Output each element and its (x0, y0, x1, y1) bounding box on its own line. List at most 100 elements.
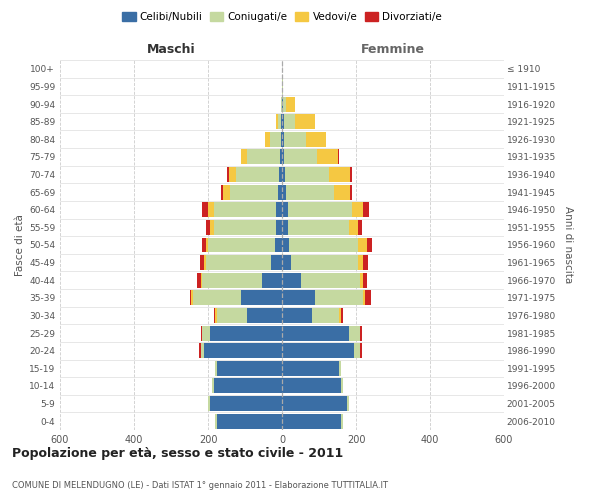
Bar (208, 202, 214, 218)
Bar (364, 202, 369, 218)
Bar (282, 79, 283, 94)
Bar (341, 308, 343, 323)
Bar (358, 238, 367, 252)
Bar (352, 202, 364, 218)
Bar (277, 220, 282, 235)
Bar (210, 220, 214, 235)
Bar (341, 378, 343, 394)
Bar (287, 202, 352, 218)
Bar (265, 132, 270, 147)
Bar (286, 96, 295, 112)
Bar (289, 238, 358, 252)
Bar (241, 290, 282, 306)
Bar (217, 308, 247, 323)
Bar (200, 343, 204, 358)
Bar (221, 184, 223, 200)
Bar (202, 273, 262, 287)
Bar (200, 255, 204, 270)
Bar (282, 150, 284, 164)
Bar (301, 273, 360, 287)
Bar (278, 114, 281, 129)
Bar (191, 290, 193, 306)
Bar (329, 167, 350, 182)
Bar (282, 255, 291, 270)
Bar (217, 414, 282, 428)
Bar (270, 132, 281, 147)
Bar (284, 132, 306, 147)
Bar (279, 167, 282, 182)
Bar (306, 132, 326, 147)
Y-axis label: Anni di nascita: Anni di nascita (563, 206, 572, 284)
Bar (204, 343, 282, 358)
Bar (281, 96, 282, 112)
Bar (282, 290, 316, 306)
Bar (236, 167, 279, 182)
Bar (291, 255, 358, 270)
Bar (206, 255, 271, 270)
Bar (347, 396, 349, 411)
Bar (282, 220, 287, 235)
Bar (282, 167, 285, 182)
Bar (275, 238, 282, 252)
Bar (280, 150, 282, 164)
Bar (317, 150, 337, 164)
Bar (204, 255, 206, 270)
Bar (282, 414, 341, 428)
Bar (215, 414, 217, 428)
Bar (358, 255, 364, 270)
Bar (337, 150, 340, 164)
Bar (199, 343, 200, 358)
Bar (247, 308, 282, 323)
Bar (262, 273, 282, 287)
Bar (286, 184, 334, 200)
Bar (284, 150, 317, 164)
Bar (202, 238, 206, 252)
Bar (227, 167, 229, 182)
Bar (210, 396, 282, 411)
Bar (200, 326, 202, 340)
Bar (282, 202, 287, 218)
Bar (282, 238, 289, 252)
Bar (217, 361, 282, 376)
Bar (215, 308, 217, 323)
Bar (281, 114, 282, 129)
Bar (214, 308, 215, 323)
Bar (364, 290, 365, 306)
Bar (282, 361, 340, 376)
Bar (282, 132, 284, 147)
Bar (334, 184, 350, 200)
Bar (271, 255, 282, 270)
Bar (202, 202, 208, 218)
Bar (360, 326, 362, 340)
Bar (282, 273, 301, 287)
Bar (360, 343, 362, 358)
Bar (341, 414, 343, 428)
Bar (340, 361, 341, 376)
Bar (364, 255, 368, 270)
Bar (229, 167, 236, 182)
Bar (295, 114, 316, 129)
Bar (277, 202, 282, 218)
Bar (193, 290, 241, 306)
Bar (214, 202, 277, 218)
Text: Femmine: Femmine (361, 44, 425, 57)
Bar (190, 290, 191, 306)
Bar (208, 396, 210, 411)
Bar (208, 238, 275, 252)
Bar (202, 326, 210, 340)
Bar (247, 150, 280, 164)
Bar (349, 326, 360, 340)
Bar (223, 184, 230, 200)
Bar (212, 378, 214, 394)
Text: Maschi: Maschi (146, 44, 196, 57)
Bar (241, 150, 247, 164)
Bar (282, 114, 284, 129)
Bar (350, 167, 352, 182)
Bar (282, 343, 354, 358)
Bar (278, 184, 282, 200)
Legend: Celibi/Nubili, Coniugati/e, Vedovi/e, Divorziati/e: Celibi/Nubili, Coniugati/e, Vedovi/e, Di… (118, 8, 446, 26)
Bar (214, 220, 277, 235)
Bar (340, 308, 341, 323)
Bar (285, 167, 329, 182)
Y-axis label: Fasce di età: Fasce di età (15, 214, 25, 276)
